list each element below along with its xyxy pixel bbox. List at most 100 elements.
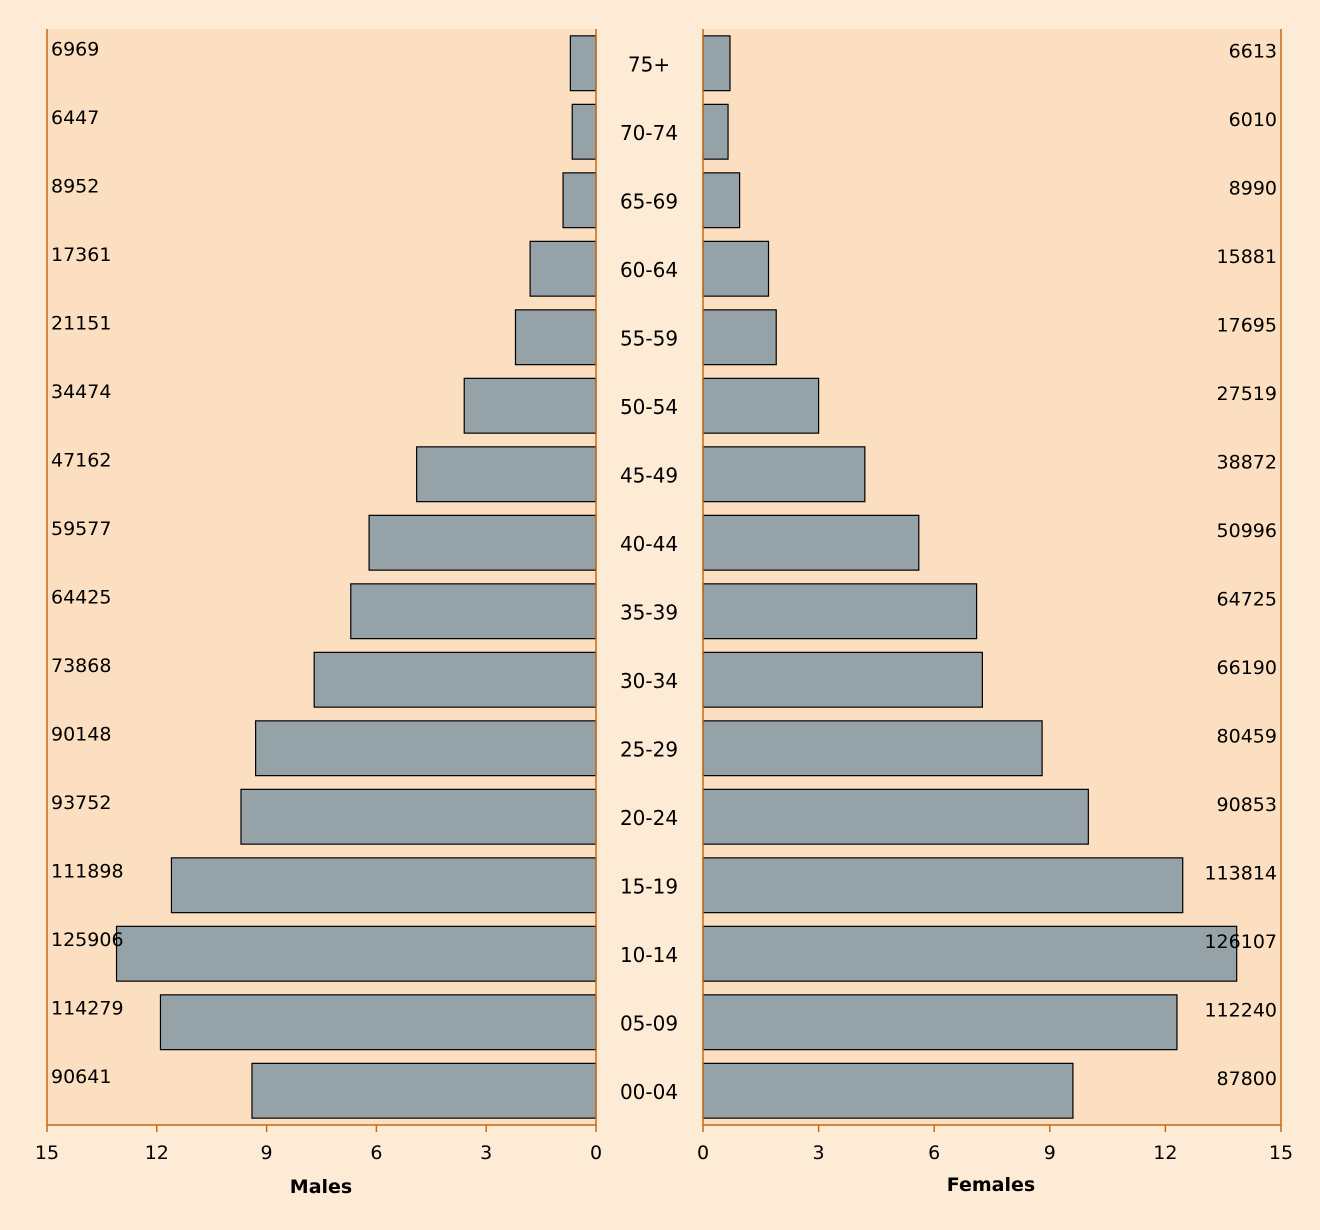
age-group-label: 10-14	[620, 943, 678, 967]
male-bar-35-39	[350, 583, 597, 640]
female-count-label: 27519	[1217, 383, 1277, 405]
female-bar-35-39	[702, 583, 978, 640]
male-bar-30-34	[313, 651, 597, 708]
age-group-label: 40-44	[620, 532, 678, 556]
females-panel: 6613 6010 8990 15881 17695 27519 38872 50996 647…	[697, 29, 1293, 1164]
males-tick-label: 3	[480, 1142, 492, 1164]
female-bar-05-09	[702, 994, 1178, 1051]
male-count-label: 114279	[51, 997, 124, 1019]
female-count-label: 126107	[1204, 931, 1277, 953]
male-count-label: 59577	[51, 518, 111, 540]
female-count-label: 15881	[1217, 246, 1277, 268]
age-group-label: 70-74	[620, 121, 678, 145]
male-bar-60-64	[529, 240, 597, 297]
female-bar-15-19	[702, 857, 1184, 914]
female-count-label: 112240	[1204, 999, 1277, 1021]
females-tick-label: 6	[928, 1142, 940, 1164]
female-bar-10-14	[702, 925, 1238, 982]
female-bar-55-59	[702, 309, 777, 366]
age-group-label: 00-04	[620, 1080, 678, 1104]
female-count-label: 6010	[1229, 109, 1277, 131]
male-count-label: 90148	[51, 723, 111, 745]
male-bar-05-09	[159, 994, 597, 1051]
male-bar-40-44	[368, 514, 597, 571]
male-bar-45-49	[416, 446, 597, 503]
female-count-label: 64725	[1217, 588, 1277, 610]
female-bar-30-34	[702, 651, 983, 708]
age-group-label: 35-39	[620, 600, 678, 624]
female-bar-40-44	[702, 514, 920, 571]
female-count-label: 17695	[1217, 314, 1277, 336]
male-count-label: 34474	[51, 381, 111, 403]
males-tick-label: 6	[370, 1142, 382, 1164]
age-group-label: 50-54	[620, 395, 678, 419]
age-group-label: 20-24	[620, 806, 678, 830]
female-count-label: 38872	[1217, 451, 1277, 473]
male-count-label: 6447	[51, 107, 99, 129]
female-bar-75+	[702, 35, 731, 92]
female-count-label: 90853	[1217, 794, 1277, 816]
female-bar-60-64	[702, 240, 770, 297]
female-count-label: 50996	[1217, 520, 1277, 542]
male-count-label: 111898	[51, 860, 124, 882]
male-count-label: 17361	[51, 244, 111, 266]
age-group-label: 60-64	[620, 258, 678, 282]
male-count-label: 73868	[51, 655, 111, 677]
females-axis-title: Females	[947, 1174, 1035, 1196]
male-count-label: 64425	[51, 586, 111, 608]
age-group-label: 15-19	[620, 874, 678, 898]
age-group-label: 05-09	[620, 1011, 678, 1035]
females-tick-label: 0	[697, 1142, 709, 1164]
male-bar-50-54	[463, 377, 597, 434]
males-tick-label: 15	[35, 1142, 59, 1164]
males-tick-label: 0	[590, 1142, 602, 1164]
age-group-label: 30-34	[620, 669, 678, 693]
female-count-label: 80459	[1217, 725, 1277, 747]
age-group-label: 25-29	[620, 737, 678, 761]
male-count-label: 8952	[51, 175, 99, 197]
male-bar-70-74	[571, 103, 597, 160]
female-bar-70-74	[702, 103, 729, 160]
male-count-label: 125906	[51, 929, 124, 951]
age-group-label: 45-49	[620, 463, 678, 487]
males-axis-title: Males	[290, 1176, 352, 1198]
age-group-label: 65-69	[620, 189, 678, 213]
male-count-label: 21151	[51, 312, 111, 334]
male-bar-25-29	[255, 720, 597, 777]
females-tick-label: 3	[813, 1142, 825, 1164]
females-tick-label: 9	[1044, 1142, 1056, 1164]
male-bar-20-24	[240, 788, 597, 845]
male-count-label: 93752	[51, 792, 111, 814]
female-bar-50-54	[702, 377, 820, 434]
males-tick-label: 12	[145, 1142, 169, 1164]
female-count-label: 6613	[1229, 40, 1277, 62]
female-count-label: 113814	[1204, 862, 1277, 884]
male-count-label: 47162	[51, 449, 111, 471]
male-bar-15-19	[170, 857, 597, 914]
female-count-label: 87800	[1217, 1068, 1277, 1090]
male-bar-75+	[569, 35, 597, 92]
female-count-label: 66190	[1217, 657, 1277, 679]
male-bar-10-14	[115, 925, 597, 982]
female-bar-65-69	[702, 172, 741, 229]
females-tick-label: 12	[1153, 1142, 1177, 1164]
males-panel: 6969 6447 8952 17361 21151 34474 47162 59577 644…	[35, 29, 602, 1164]
male-bar-65-69	[562, 172, 597, 229]
females-tick-label: 15	[1269, 1142, 1293, 1164]
female-count-label: 8990	[1229, 177, 1277, 199]
male-count-label: 6969	[51, 38, 99, 60]
female-bar-00-04	[702, 1062, 1074, 1119]
male-bar-00-04	[251, 1062, 597, 1119]
female-bar-25-29	[702, 720, 1043, 777]
female-bar-45-49	[702, 446, 866, 503]
male-bar-55-59	[514, 309, 597, 366]
males-tick-label: 9	[261, 1142, 273, 1164]
male-count-label: 90641	[51, 1066, 111, 1088]
age-group-labels: 75+ 70-74 65-69 60-64 55-59 50-54 45-49 40-44 35…	[620, 52, 678, 1104]
females-axis	[702, 29, 1282, 1126]
age-group-label: 75+	[628, 52, 670, 76]
males-axis	[46, 29, 597, 1126]
age-group-label: 55-59	[620, 326, 678, 350]
female-bar-20-24	[702, 788, 1089, 845]
